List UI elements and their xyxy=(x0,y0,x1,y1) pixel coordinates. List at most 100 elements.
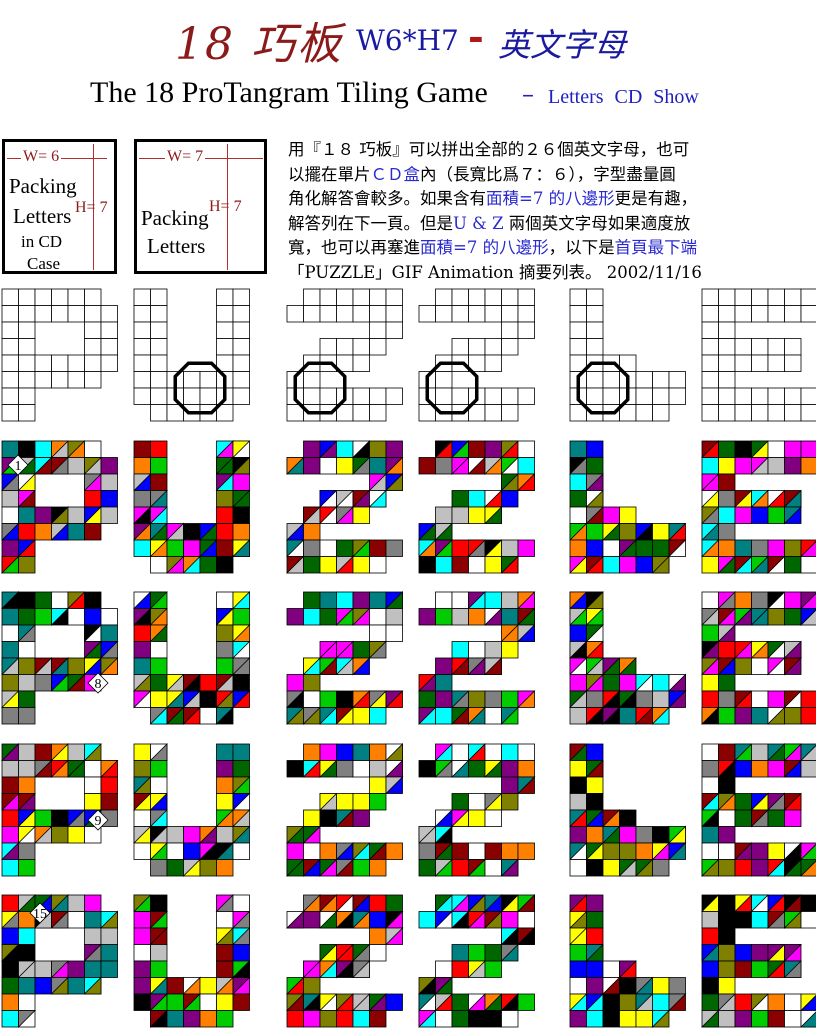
cell xyxy=(653,675,670,692)
cell xyxy=(752,860,769,877)
cell xyxy=(68,978,85,995)
letter-solution-z xyxy=(419,592,535,724)
cell xyxy=(370,708,387,725)
cell xyxy=(620,978,637,995)
cell xyxy=(2,540,19,557)
cell xyxy=(200,708,217,725)
cell xyxy=(653,388,670,405)
cell xyxy=(370,322,387,339)
cell xyxy=(233,843,250,860)
cell xyxy=(719,895,736,912)
cell xyxy=(636,388,653,405)
cell xyxy=(19,557,36,574)
cell xyxy=(801,691,816,708)
cell xyxy=(217,540,234,557)
cell xyxy=(735,592,752,609)
cell xyxy=(702,912,719,929)
cell xyxy=(620,507,637,524)
cell xyxy=(719,306,736,323)
cell xyxy=(719,491,736,508)
cell xyxy=(217,1011,234,1028)
cell xyxy=(386,441,403,458)
cell xyxy=(134,843,151,860)
cell xyxy=(101,625,118,642)
cell xyxy=(702,625,719,642)
cell xyxy=(68,524,85,541)
cell xyxy=(768,691,785,708)
cell xyxy=(233,761,250,778)
cell xyxy=(719,744,736,761)
cell xyxy=(452,609,469,626)
cell xyxy=(353,761,370,778)
cell xyxy=(134,961,151,978)
cell xyxy=(801,458,816,475)
cell xyxy=(304,372,321,389)
cell xyxy=(801,708,816,725)
cell xyxy=(752,744,769,761)
cell xyxy=(735,405,752,422)
cell xyxy=(85,592,102,609)
cell xyxy=(752,339,769,356)
cell xyxy=(287,1011,304,1028)
cell xyxy=(217,642,234,659)
cell xyxy=(353,339,370,356)
cell xyxy=(653,372,670,389)
cell xyxy=(19,339,36,356)
cell xyxy=(304,691,321,708)
cell xyxy=(570,625,587,642)
cell xyxy=(2,355,19,372)
cell xyxy=(587,322,604,339)
cell xyxy=(719,405,736,422)
cell xyxy=(101,339,118,356)
cell xyxy=(19,388,36,405)
cell xyxy=(19,978,36,995)
cell xyxy=(702,355,719,372)
cell xyxy=(587,1011,604,1028)
cell xyxy=(19,945,36,962)
cell xyxy=(702,339,719,356)
cell xyxy=(19,355,36,372)
cell xyxy=(134,540,151,557)
cell xyxy=(2,994,19,1011)
cell xyxy=(19,405,36,422)
cell xyxy=(469,642,486,659)
cell xyxy=(436,388,453,405)
cell xyxy=(200,1011,217,1028)
cell xyxy=(485,557,502,574)
cell xyxy=(337,306,354,323)
cell xyxy=(735,355,752,372)
cell xyxy=(801,388,816,405)
cell xyxy=(35,507,52,524)
cell xyxy=(735,1011,752,1028)
cell xyxy=(603,1011,620,1028)
cell xyxy=(19,289,36,306)
cell xyxy=(785,592,802,609)
cell xyxy=(719,912,736,929)
cell xyxy=(320,289,337,306)
cell xyxy=(370,945,387,962)
letter-grid-z xyxy=(287,289,403,421)
cell xyxy=(233,524,250,541)
cell xyxy=(735,708,752,725)
cell xyxy=(735,912,752,929)
cell xyxy=(801,306,816,323)
cell xyxy=(702,458,719,475)
cell xyxy=(337,794,354,811)
cell xyxy=(452,994,469,1011)
cell xyxy=(452,540,469,557)
cell xyxy=(217,289,234,306)
cell xyxy=(752,961,769,978)
cell xyxy=(502,642,519,659)
cell xyxy=(304,744,321,761)
cell xyxy=(52,355,69,372)
cell xyxy=(19,592,36,609)
cell xyxy=(19,777,36,794)
cell xyxy=(419,306,436,323)
cell xyxy=(485,592,502,609)
cell xyxy=(669,978,686,995)
cell xyxy=(719,322,736,339)
letter-solution-e xyxy=(702,744,816,876)
cell xyxy=(636,691,653,708)
cell xyxy=(370,777,387,794)
cell xyxy=(151,945,168,962)
